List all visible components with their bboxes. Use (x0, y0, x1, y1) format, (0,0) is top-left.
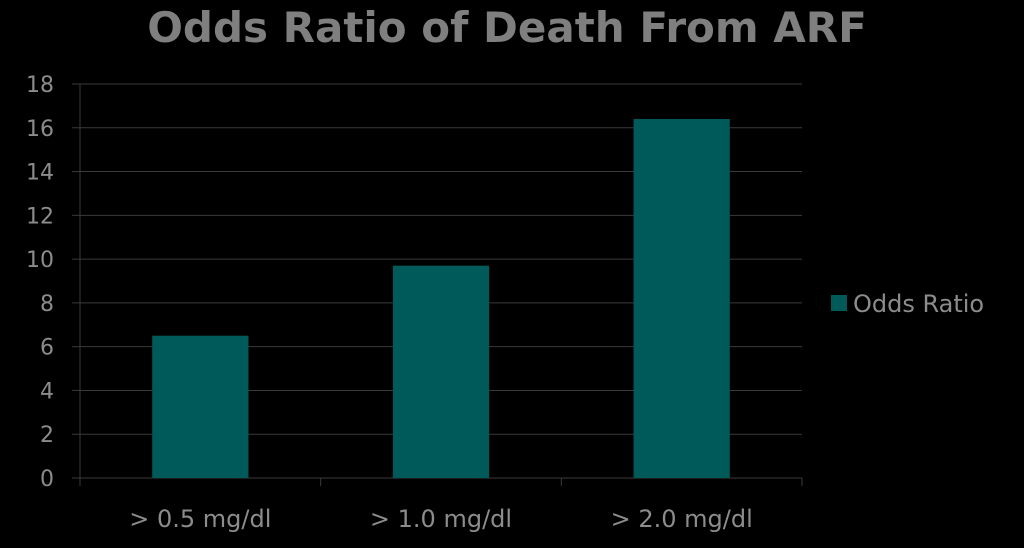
y-tick-label: 0 (40, 467, 54, 492)
bar (392, 265, 490, 478)
bar (633, 119, 730, 479)
y-tick-label: 2 (40, 423, 54, 448)
legend: Odds Ratio (831, 290, 984, 318)
x-category-label: > 2.0 mg/dl (611, 505, 753, 533)
legend-label: Odds Ratio (853, 290, 984, 318)
legend-swatch (831, 295, 847, 311)
axis-labels: 0 2 4 6 8 10 12 14 16 18 > 0.5 mg/dl > 1.0 mg/dl > 2… (26, 73, 753, 533)
x-category-label: > 0.5 mg/dl (129, 505, 271, 533)
y-tick-label: 12 (26, 204, 54, 229)
y-tick-label: 4 (40, 379, 54, 404)
y-tick-label: 18 (26, 73, 54, 98)
y-tick-label: 14 (26, 161, 54, 186)
y-tick-label: 16 (26, 117, 54, 142)
x-category-label: > 1.0 mg/dl (370, 505, 512, 533)
y-tick-label: 10 (26, 248, 54, 273)
y-tick-label: 8 (40, 292, 54, 317)
bar (152, 335, 249, 478)
y-tick-label: 6 (40, 336, 54, 361)
chart-title: Odds Ratio of Death From ARF (147, 3, 867, 52)
bars (152, 119, 730, 479)
